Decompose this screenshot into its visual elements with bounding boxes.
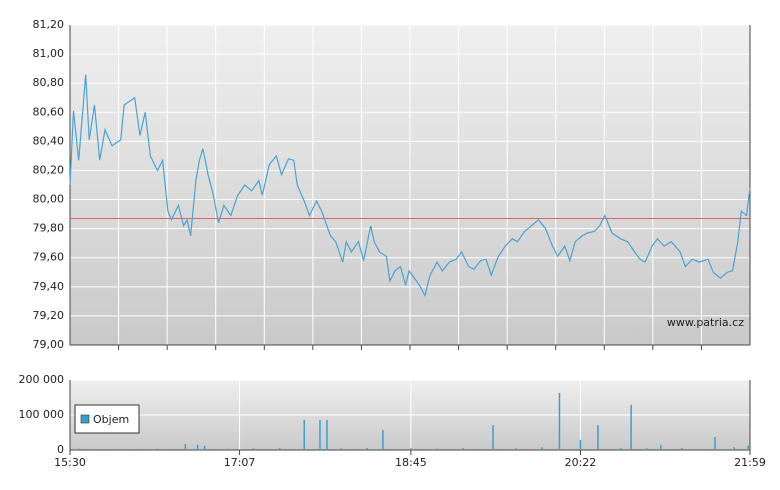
x-tick-label: 21:59 — [734, 456, 766, 469]
y-tick-label: 79,40 — [33, 280, 65, 293]
volume-bar — [366, 447, 368, 450]
y-tick-label: 80,60 — [33, 105, 65, 118]
volume-bar — [558, 392, 561, 450]
volume-bar — [319, 419, 321, 450]
volume-bar — [436, 448, 438, 450]
volume-bar — [340, 448, 342, 450]
x-tick-label: 17:07 — [224, 456, 256, 469]
y-tick-label: 80,40 — [33, 134, 65, 147]
y-tick-label: 200 000 — [19, 373, 65, 386]
volume-bar — [660, 445, 662, 450]
volume-bar — [462, 447, 465, 450]
volume-bar — [156, 448, 159, 450]
y-tick-label: 0 — [57, 443, 64, 456]
volume-bar — [130, 448, 132, 450]
volume-bar — [382, 430, 384, 450]
x-tick-label: 15:30 — [54, 456, 86, 469]
volume-bar — [104, 448, 106, 450]
volume-bar — [579, 439, 582, 450]
volume-bar — [597, 425, 599, 450]
volume-bar — [226, 448, 229, 450]
y-tick-label: 80,20 — [33, 163, 65, 176]
volume-bar — [681, 447, 683, 450]
y-tick-label: 81,00 — [33, 47, 65, 60]
volume-bar — [196, 444, 199, 450]
price-line — [69, 74, 751, 298]
volume-bar — [303, 419, 305, 450]
volume-bar — [733, 447, 736, 450]
volume-bar — [203, 445, 206, 450]
volume-bar — [279, 447, 281, 450]
volume-bar — [747, 445, 750, 450]
y-tick-label: 79,20 — [33, 309, 65, 322]
volume-bar — [541, 447, 543, 450]
volume-bar — [252, 448, 255, 450]
x-tick-label: 18:45 — [395, 456, 427, 469]
volume-bar — [77, 448, 80, 450]
volume-bar — [410, 448, 412, 450]
legend-swatch — [80, 414, 90, 424]
volume-bar — [619, 447, 622, 450]
volume-bar — [646, 448, 648, 450]
y-tick-label: 81,20 — [33, 18, 65, 31]
legend-label: Objem — [93, 413, 129, 426]
volume-bar — [515, 448, 517, 450]
y-tick-label: 80,80 — [33, 76, 65, 89]
volume-bar — [714, 437, 716, 450]
y-tick-label: 79,80 — [33, 222, 65, 235]
volume-bar — [184, 444, 187, 450]
y-tick-label: 79,00 — [33, 338, 65, 351]
y-tick-label: 100 000 — [19, 408, 65, 421]
volume-bar — [492, 425, 494, 450]
watermark: www.patria.cz — [667, 316, 744, 329]
volume-bar — [630, 404, 632, 450]
y-tick-label: 80,00 — [33, 193, 65, 206]
volume-bar — [326, 419, 328, 450]
x-tick-label: 20:22 — [565, 456, 597, 469]
y-tick-label: 79,60 — [33, 251, 65, 264]
